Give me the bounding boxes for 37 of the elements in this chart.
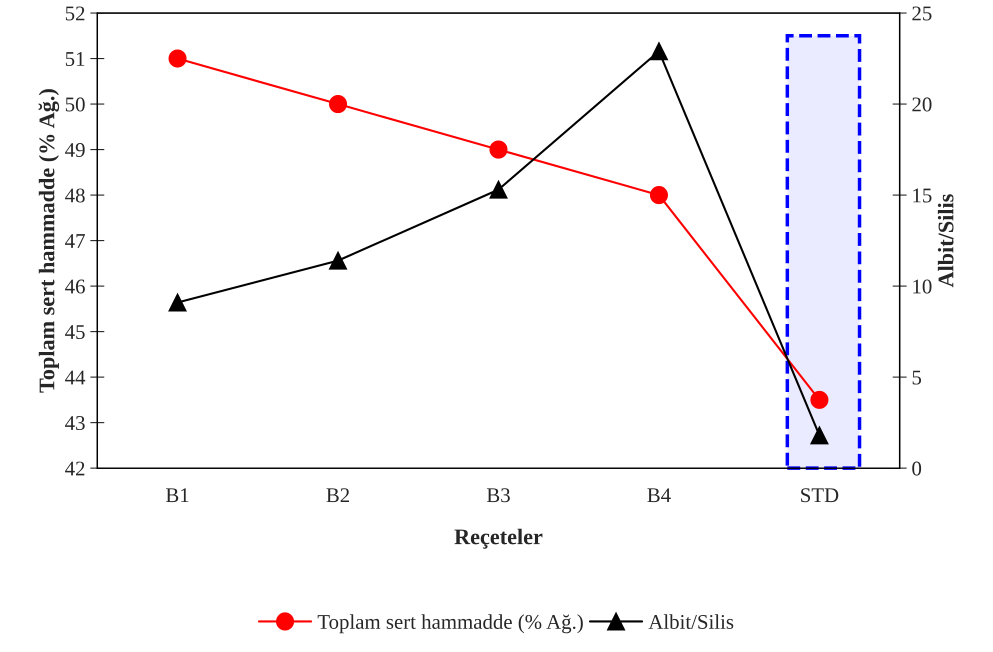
legend-label: Toplam sert hammadde (% Ağ.) xyxy=(318,614,583,634)
y2-tick-label: 5 xyxy=(912,370,922,385)
y-tick-label: 52 xyxy=(66,6,84,20)
x-tick-label: B3 xyxy=(486,488,510,502)
y-tick-label: 43 xyxy=(65,416,85,430)
point xyxy=(489,180,508,199)
y2-tick-label: 15 xyxy=(913,188,932,203)
point xyxy=(650,42,668,60)
x-tick-label: B2 xyxy=(326,488,350,502)
point xyxy=(810,390,828,409)
y2-tick-label: 10 xyxy=(913,279,932,294)
y-tick-label: 42 xyxy=(65,462,84,476)
y-tick-label: 44 xyxy=(65,370,86,384)
point xyxy=(489,140,508,159)
y-axis-title: Toplam sert hammadde (% Ağ.) xyxy=(38,89,60,393)
x-tick-label: B4 xyxy=(647,488,671,502)
point xyxy=(328,252,348,270)
y-tick-label: 48 xyxy=(65,188,85,203)
y-tick-label: 51 xyxy=(66,52,84,66)
y-tick-label: 50 xyxy=(66,97,85,112)
x-tick-label: STD xyxy=(801,488,838,502)
x-tick-label: B1 xyxy=(166,488,188,502)
point xyxy=(168,50,187,68)
y-tick-label: 49 xyxy=(65,143,85,157)
y-tick-label: 47 xyxy=(65,234,85,248)
point xyxy=(168,293,187,312)
y2-axis-title: Albit/Silis xyxy=(938,194,954,288)
y2-tick-label: 20 xyxy=(912,97,932,112)
point xyxy=(328,95,348,114)
y-tick-label: 46 xyxy=(65,280,85,294)
point xyxy=(810,426,828,444)
legend-label: Albit/Silis xyxy=(648,614,734,629)
y2-tick-label: 0 xyxy=(912,462,922,476)
point xyxy=(650,186,668,204)
x-axis-title: Reçeteler xyxy=(454,528,542,549)
y2-tick-label: 25 xyxy=(912,6,932,20)
y-tick-label: 45 xyxy=(65,325,85,340)
